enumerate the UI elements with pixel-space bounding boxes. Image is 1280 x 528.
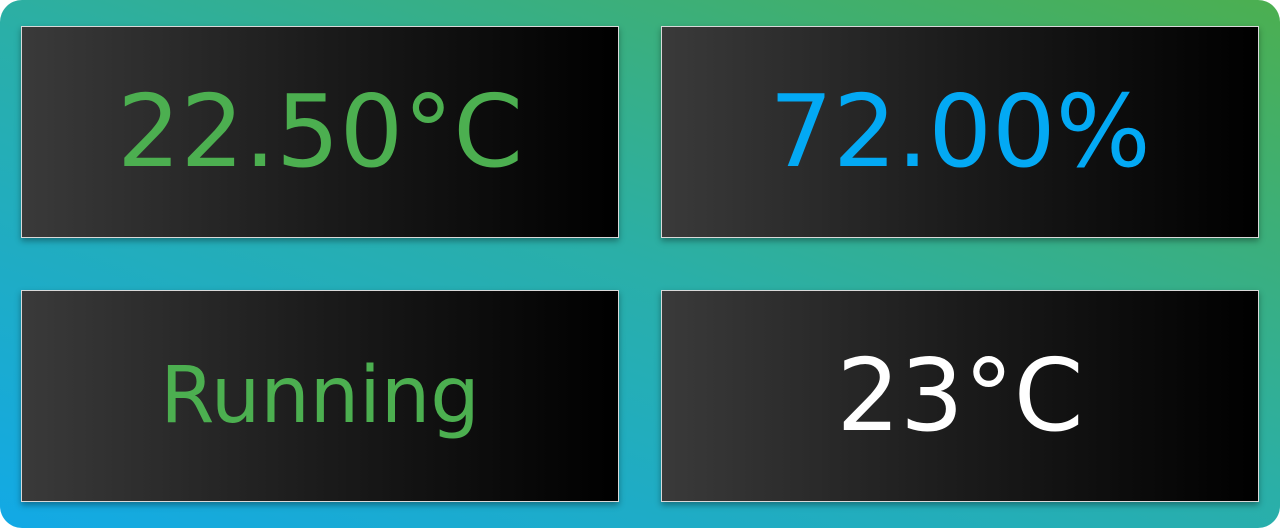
- humidity-tile: 72.00%: [661, 26, 1259, 238]
- setpoint-value: 23°C: [836, 337, 1084, 454]
- status-tile: Running: [21, 290, 619, 502]
- humidity-value: 72.00%: [769, 73, 1151, 190]
- temperature-value: 22.50°C: [116, 73, 524, 190]
- setpoint-tile: 23°C: [661, 290, 1259, 502]
- status-value: Running: [160, 351, 480, 441]
- temperature-tile: 22.50°C: [21, 26, 619, 238]
